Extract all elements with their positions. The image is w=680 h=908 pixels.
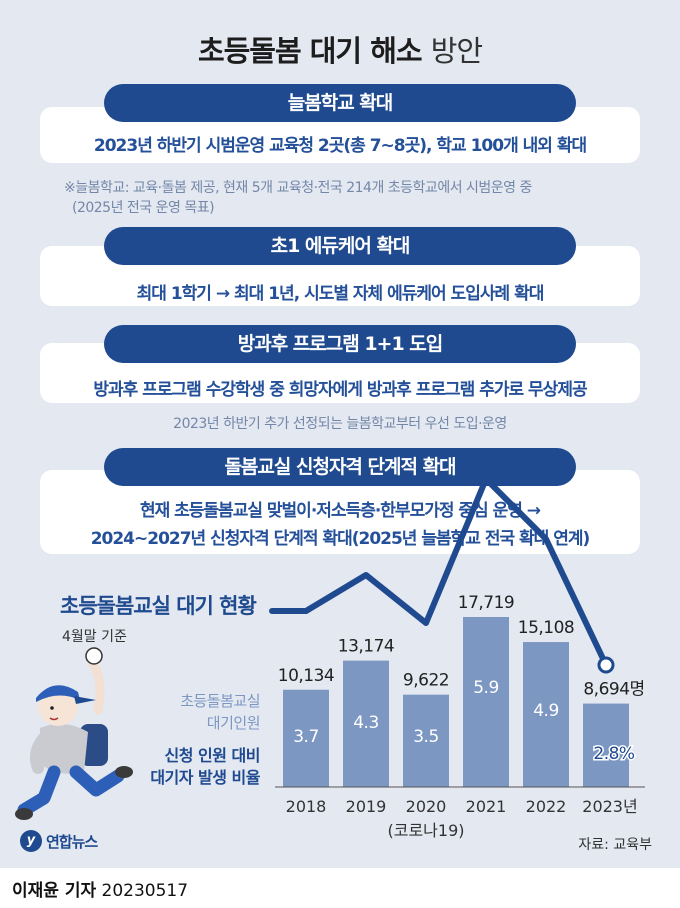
- bar-3: [463, 617, 509, 787]
- bar-0: [283, 689, 329, 787]
- reporter-credit: 이재윤 기자 20230517: [12, 876, 188, 901]
- logo-mark-icon: y: [20, 830, 42, 852]
- x-tick-note-2: (코로나19): [387, 821, 464, 840]
- ratio-end-point: [597, 656, 615, 674]
- section-1-heading: 늘봄학교 확대: [104, 84, 576, 122]
- section-3-note: 2023년 하반기 추가 선정되는 늘봄학교부터 우선 도입·운영: [173, 416, 507, 432]
- bar-value-label-1: 13,174: [338, 637, 394, 657]
- yonhap-logo: y 연합뉴스: [20, 830, 98, 852]
- logo-text: 연합뉴스: [46, 832, 98, 851]
- bar-value-label-4: 15,108: [518, 618, 574, 638]
- bar-4: [523, 642, 569, 787]
- section-1-note: ※늘봄학교: 교육·돌봄 제공, 현재 5개 교육청·전국 214개 초등학교에…: [64, 180, 532, 196]
- legend-line-line-2: 대기자 발생 비율: [150, 768, 260, 787]
- bar-value-label-5: 8,694명: [583, 680, 644, 700]
- bar-2: [403, 694, 449, 787]
- bar-value-label-2: 9,622: [403, 671, 449, 691]
- ratio-label-0: 3.7: [293, 727, 319, 747]
- bar-value-label-0: 10,134: [278, 666, 334, 686]
- legend-bar-label: 초등돌봄교실 대기인원: [180, 690, 260, 734]
- section-2-text: 최대 1학기 → 최대 1년, 시도별 자체 에듀케어 도입사례 확대: [136, 284, 545, 304]
- publish-date: 20230517: [101, 881, 189, 901]
- section-1-text: 2023년 하반기 시범운영 교육청 2곳(총 7~8곳), 학교 100개 내…: [93, 136, 587, 156]
- page-title: 초등돌봄 대기 해소 방안: [0, 28, 680, 70]
- x-tick-label-5: 2023년: [582, 797, 637, 816]
- section-3-heading: 방과후 프로그램 1+1 도입: [104, 325, 576, 363]
- title-light: 방안: [430, 34, 483, 68]
- section-4-text-1: 현재 초등돌봄교실 맞벌이·저소득층·한부모가정 중심 운영 →: [139, 501, 541, 521]
- legend-line-line-1: 신청 인원 대비: [164, 746, 261, 765]
- ratio-label-4: 4.9: [533, 701, 559, 721]
- ratio-label-5: 2.8%: [593, 744, 635, 764]
- section-1-note-2: (2025년 전국 운영 목표): [72, 200, 215, 216]
- section-4-heading: 돌봄교실 신청자격 단계적 확대: [104, 448, 576, 486]
- section-3-text: 방과후 프로그램 수강학생 중 희망자에게 방과후 프로그램 추가로 무상제공: [93, 380, 587, 400]
- legend-line-label: 신청 인원 대비 대기자 발생 비율: [150, 745, 260, 789]
- bar-1: [343, 660, 389, 787]
- bar-5: [583, 703, 629, 787]
- legend-bar-line-2: 대기인원: [206, 714, 261, 732]
- running-child-illustration: [15, 647, 133, 820]
- x-tick-label-4: 2022: [526, 797, 567, 816]
- chart-title: 초등돌봄교실 대기 현황: [60, 594, 257, 618]
- ratio-label-1: 4.3: [353, 713, 379, 733]
- x-tick-label-1: 2019: [346, 797, 387, 816]
- footer: 이재윤 기자 20230517: [0, 868, 680, 908]
- legend-bar-line-1: 초등돌봄교실: [180, 692, 260, 710]
- x-tick-label-2: 2020: [406, 797, 447, 816]
- title-bold: 초등돌봄 대기 해소: [197, 34, 423, 68]
- x-tick-label-3: 2021: [466, 797, 507, 816]
- reporter-name: 이재윤 기자: [12, 881, 97, 901]
- section-2-heading: 초1 에듀케어 확대: [104, 227, 576, 265]
- source-note: 자료: 교육부: [578, 837, 652, 853]
- bar-value-label-3: 17,719: [458, 593, 514, 613]
- ratio-label-3: 5.9: [473, 678, 499, 698]
- chart-subtitle: 4월말 기준: [62, 629, 127, 645]
- x-tick-label-0: 2018: [286, 797, 327, 816]
- ratio-label-2: 3.5: [413, 727, 439, 747]
- ratio-line: [303, 476, 609, 668]
